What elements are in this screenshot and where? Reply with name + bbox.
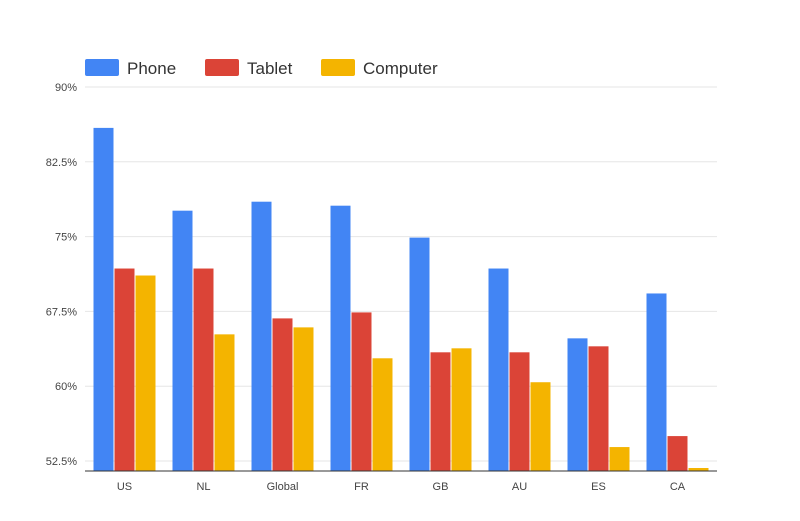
legend-label: Computer: [363, 59, 438, 78]
bar-tablet-ca[interactable]: [667, 436, 688, 471]
bar-computer-global[interactable]: [293, 327, 314, 471]
bar-computer-us[interactable]: [135, 275, 156, 471]
y-tick-label: 75%: [55, 232, 77, 244]
x-tick-label: AU: [512, 481, 527, 493]
bar-computer-nl[interactable]: [214, 334, 235, 471]
bar-phone-fr[interactable]: [330, 205, 351, 471]
x-axis-ticks: US NL Global FR GB AU ES CA: [117, 481, 686, 493]
bar-tablet-us[interactable]: [114, 268, 135, 471]
bar-tablet-global[interactable]: [272, 318, 293, 471]
bar-phone-gb[interactable]: [409, 237, 430, 471]
y-tick-label: 82.5%: [46, 157, 77, 169]
bar-computer-au[interactable]: [530, 382, 551, 471]
bar-tablet-es[interactable]: [588, 346, 609, 471]
bar-computer-ca[interactable]: [688, 468, 709, 471]
bar-tablet-gb[interactable]: [430, 352, 451, 471]
bar-phone-es[interactable]: [567, 338, 588, 471]
x-tick-label: GB: [433, 481, 449, 493]
legend-item-computer[interactable]: Computer: [321, 59, 438, 78]
legend-label: Tablet: [247, 59, 293, 78]
y-tick-label: 52.5%: [46, 456, 77, 468]
legend-swatch: [85, 59, 119, 76]
legend: Phone Tablet Computer: [85, 59, 438, 78]
x-tick-label: FR: [354, 481, 369, 493]
x-tick-label: CA: [670, 481, 686, 493]
bar-tablet-au[interactable]: [509, 352, 530, 471]
legend-item-phone[interactable]: Phone: [85, 59, 176, 78]
legend-swatch: [321, 59, 355, 76]
bar-phone-global[interactable]: [251, 201, 272, 471]
legend-swatch: [205, 59, 239, 76]
legend-item-tablet[interactable]: Tablet: [205, 59, 293, 78]
y-axis-ticks: 52.5% 60% 67.5% 75% 82.5% 90%: [46, 82, 77, 468]
legend-label: Phone: [127, 59, 176, 78]
x-tick-label: US: [117, 481, 132, 493]
bar-computer-es[interactable]: [609, 447, 630, 471]
x-tick-label: NL: [196, 481, 210, 493]
bar-phone-nl[interactable]: [172, 210, 193, 471]
y-tick-label: 60%: [55, 381, 77, 393]
bar-phone-us[interactable]: [93, 127, 114, 472]
bar-tablet-nl[interactable]: [193, 268, 214, 471]
bar-tablet-fr[interactable]: [351, 312, 372, 471]
x-tick-label: ES: [591, 481, 606, 493]
bar-phone-au[interactable]: [488, 268, 509, 471]
bars: [93, 127, 709, 472]
y-tick-label: 90%: [55, 82, 77, 94]
y-tick-label: 67.5%: [46, 306, 77, 318]
x-tick-label: Global: [267, 481, 299, 493]
bar-phone-ca[interactable]: [646, 293, 667, 471]
bar-computer-fr[interactable]: [372, 358, 393, 471]
bar-computer-gb[interactable]: [451, 348, 472, 471]
